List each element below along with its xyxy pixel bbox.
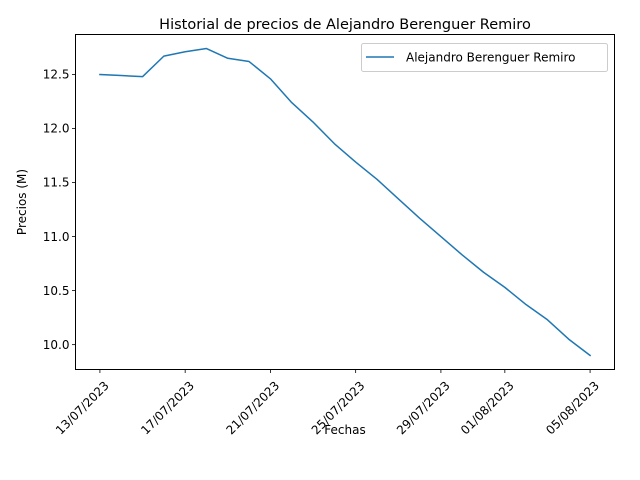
y-tick-label: 12.5: [43, 68, 70, 82]
y-axis-title: Precios (M): [15, 169, 29, 235]
legend-label: Alejandro Berenguer Remiro: [406, 51, 576, 65]
series-line: [99, 47, 592, 357]
chart-title: Historial de precios de Alejandro Bereng…: [159, 17, 531, 33]
y-tick-label: 10.0: [43, 338, 70, 352]
legend: Alejandro Berenguer Remiro: [361, 43, 608, 72]
y-tick-label: 11.0: [43, 230, 70, 244]
series-layer: [99, 47, 592, 357]
x-axis-title: Fechas: [324, 423, 365, 437]
y-tick-label: 11.5: [43, 176, 70, 190]
legend-box: [361, 43, 608, 72]
y-tick-label: 12.0: [43, 122, 70, 136]
plot-frame: [75, 34, 615, 370]
y-tick-label: 10.5: [43, 284, 70, 298]
